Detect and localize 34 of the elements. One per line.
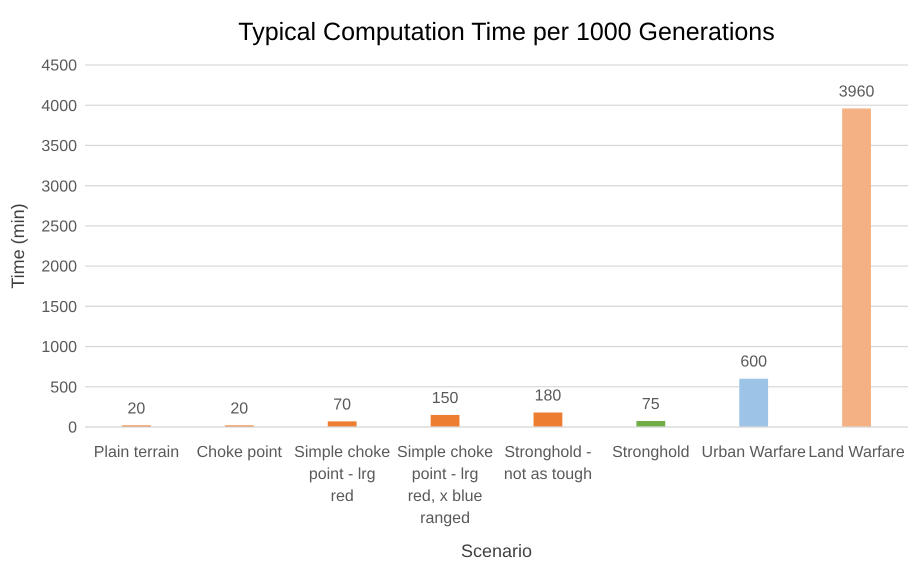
y-tick-label: 1500 bbox=[41, 298, 78, 316]
bar bbox=[534, 412, 562, 427]
x-tick-label: Plain terrain bbox=[94, 444, 180, 461]
chart-title: Typical Computation Time per 1000 Generations bbox=[238, 18, 775, 46]
data-label: 70 bbox=[333, 396, 352, 414]
x-tick-label: Stronghold - not as tough bbox=[504, 444, 592, 483]
data-label: 600 bbox=[740, 354, 768, 371]
y-tick-label: 3000 bbox=[41, 178, 78, 196]
data-label: 180 bbox=[534, 388, 562, 405]
y-tick-label: 3500 bbox=[41, 138, 78, 156]
y-axis-title: Time (min) bbox=[8, 203, 28, 289]
x-tick-label: Urban Warfare bbox=[702, 444, 806, 461]
x-tick-label: Choke point bbox=[196, 444, 283, 461]
data-label: 20 bbox=[230, 400, 248, 418]
y-tick-label: 500 bbox=[50, 379, 78, 396]
data-label: 3960 bbox=[838, 83, 874, 100]
x-axis-title: Scenario bbox=[460, 541, 532, 561]
y-tick-label: 2000 bbox=[41, 258, 78, 276]
data-label: 20 bbox=[128, 400, 146, 418]
y-tick-label: 0 bbox=[68, 420, 78, 437]
data-label: 150 bbox=[432, 390, 459, 407]
x-tick-label: Simple choke point - lrg red, x blue ranged bbox=[397, 444, 494, 527]
y-tick-label: 4500 bbox=[41, 58, 78, 75]
bar bbox=[430, 414, 460, 427]
y-tick-label: 1000 bbox=[41, 339, 78, 356]
bar bbox=[739, 378, 768, 427]
x-tick-label: Stronghold bbox=[612, 444, 690, 461]
data-label: 75 bbox=[642, 396, 660, 413]
x-tick-label: Land Warfare bbox=[808, 444, 905, 461]
bar bbox=[636, 420, 666, 427]
x-tick-label: Simple choke point - lrg red bbox=[294, 444, 390, 505]
y-tick-label: 4000 bbox=[41, 98, 78, 115]
bar bbox=[842, 108, 871, 427]
y-tick-label: 2500 bbox=[41, 218, 78, 236]
